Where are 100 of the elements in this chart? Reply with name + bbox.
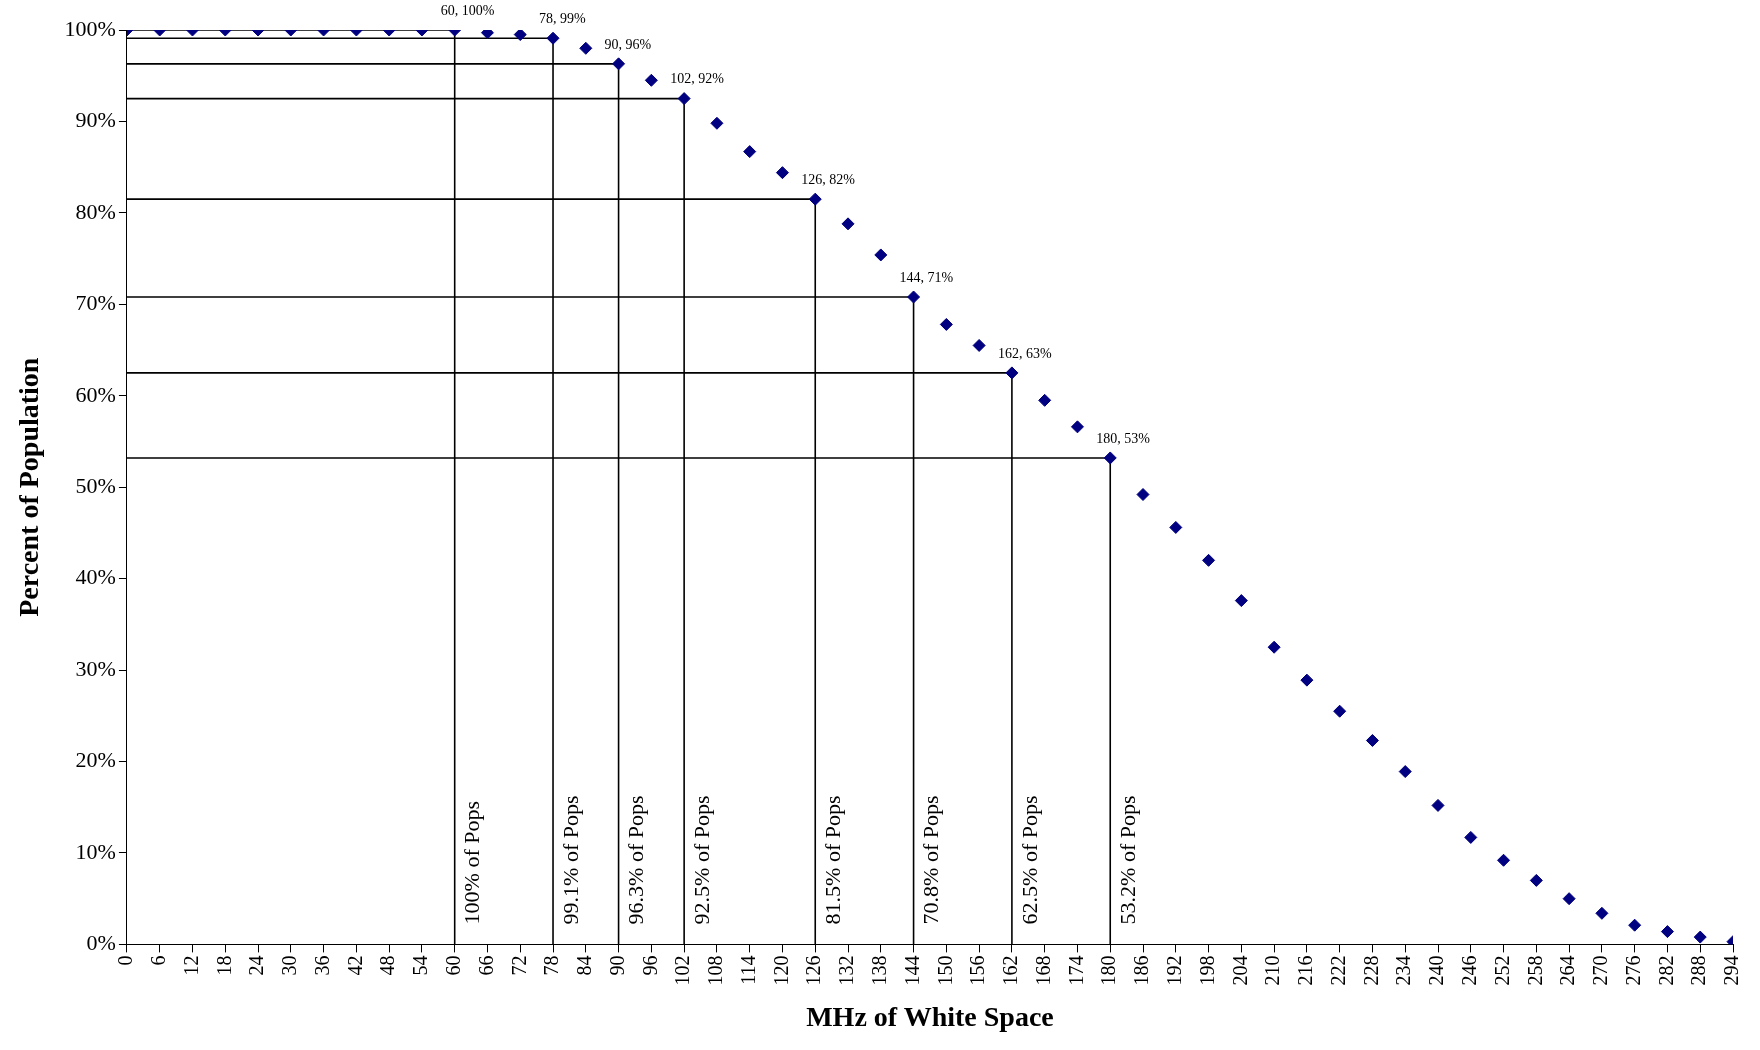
y-tick-label: 10%: [75, 838, 116, 864]
annotation: 53.2% of Pops: [1115, 795, 1141, 925]
x-tick-label: 6: [146, 955, 169, 966]
point: [1267, 640, 1281, 654]
x-tick-label: 288: [1687, 955, 1710, 986]
x-tick-label: 174: [1064, 955, 1087, 986]
x-tick-label: 258: [1523, 955, 1546, 986]
point: [1169, 520, 1183, 534]
y-tick-label: 20%: [75, 747, 116, 773]
annotation: 92.5% of Pops: [688, 795, 714, 925]
point: [1464, 830, 1478, 844]
x-tick-label: 0: [114, 955, 137, 966]
x-tick-label: 282: [1654, 955, 1677, 986]
x-tick-label: 198: [1195, 955, 1218, 986]
annotation: 100% of Pops: [459, 800, 485, 925]
x-tick-label: 192: [1163, 955, 1186, 986]
x-axis-title: MHz of White Space: [806, 1001, 1054, 1033]
annotation: 144, 71%: [899, 269, 954, 285]
annotation: 70.8% of Pops: [918, 795, 944, 925]
y-axis-title: Percent of Population: [13, 357, 45, 617]
y-tick-label: 70%: [75, 290, 116, 316]
x-tick-label: 138: [868, 955, 891, 986]
x-tick-label: 228: [1359, 955, 1382, 986]
x-tick-label: 108: [704, 955, 727, 986]
point: [710, 116, 724, 130]
x-tick-label: 240: [1425, 955, 1448, 986]
annotation: 81.5% of Pops: [820, 795, 846, 925]
point: [677, 92, 691, 106]
y-tick-label: 90%: [75, 107, 116, 133]
x-tick-label: 156: [966, 955, 989, 986]
x-tick-label: 102: [671, 955, 694, 986]
x-tick-label: 222: [1326, 955, 1349, 986]
x-tick-label: 264: [1556, 955, 1579, 986]
point: [1595, 906, 1609, 920]
x-tick-label: 72: [507, 955, 530, 976]
point: [775, 166, 789, 180]
point: [644, 73, 658, 87]
y-tick-label: 30%: [75, 655, 116, 681]
point: [1431, 798, 1445, 812]
point: [1103, 451, 1117, 465]
annotation: 96.3% of Pops: [623, 795, 649, 925]
x-tick-label: 168: [1031, 955, 1054, 986]
point: [612, 57, 626, 71]
x-tick-label: 114: [736, 955, 759, 985]
x-tick-label: 234: [1392, 955, 1415, 986]
y-tick-label: 100%: [64, 15, 116, 41]
point: [1660, 925, 1674, 939]
x-tick-label: 144: [900, 955, 923, 986]
point: [1529, 873, 1543, 887]
point: [1300, 673, 1314, 687]
y-tick-label: 80%: [75, 198, 116, 224]
point: [513, 30, 527, 42]
x-tick-label: 120: [769, 955, 792, 986]
x-tick-label: 42: [343, 955, 366, 976]
annotation: 102, 92%: [670, 71, 725, 87]
x-tick-label: 126: [802, 955, 825, 986]
point: [808, 192, 822, 206]
x-tick-label: 36: [310, 955, 333, 976]
x-tick-label: 84: [573, 955, 596, 976]
y-tick-label: 0%: [86, 930, 116, 956]
x-tick-label: 66: [474, 955, 497, 976]
annotation: 78, 99%: [539, 10, 587, 26]
point: [874, 248, 888, 262]
point: [1202, 553, 1216, 567]
point: [546, 31, 560, 45]
point: [907, 290, 921, 304]
x-tick-label: 78: [540, 955, 563, 976]
point: [1005, 366, 1019, 380]
x-tick-label: 204: [1228, 955, 1251, 986]
y-tick-label: 60%: [75, 381, 116, 407]
annotation: 90, 96%: [604, 36, 652, 52]
x-tick-label: 48: [376, 955, 399, 976]
point: [1628, 918, 1642, 932]
x-tick-label: 252: [1490, 955, 1513, 986]
y-tick-label: 40%: [75, 564, 116, 590]
x-tick-label: 90: [605, 955, 628, 976]
annotation: 180, 53%: [1096, 430, 1151, 446]
point: [1070, 420, 1084, 434]
annotation: 126, 82%: [801, 171, 856, 187]
x-tick-label: 294: [1720, 955, 1743, 986]
point: [1333, 704, 1347, 718]
x-tick-label: 180: [1097, 955, 1120, 986]
y-tick-label: 50%: [75, 472, 116, 498]
x-tick-label: 30: [278, 955, 301, 976]
annotation: 99.1% of Pops: [557, 795, 583, 925]
x-tick-label: 270: [1589, 955, 1612, 986]
point: [841, 217, 855, 231]
x-tick-label: 96: [638, 955, 661, 976]
x-tick-label: 246: [1458, 955, 1481, 986]
point: [743, 145, 757, 159]
x-tick-label: 60: [441, 955, 464, 976]
x-tick-label: 186: [1130, 955, 1153, 986]
point: [972, 338, 986, 352]
point: [1398, 765, 1412, 779]
annotation: 162, 63%: [997, 345, 1052, 361]
point: [1038, 393, 1052, 407]
point: [1234, 594, 1248, 608]
x-tick-label: 162: [999, 955, 1022, 986]
x-tick-label: 54: [409, 955, 432, 976]
point: [939, 317, 953, 331]
